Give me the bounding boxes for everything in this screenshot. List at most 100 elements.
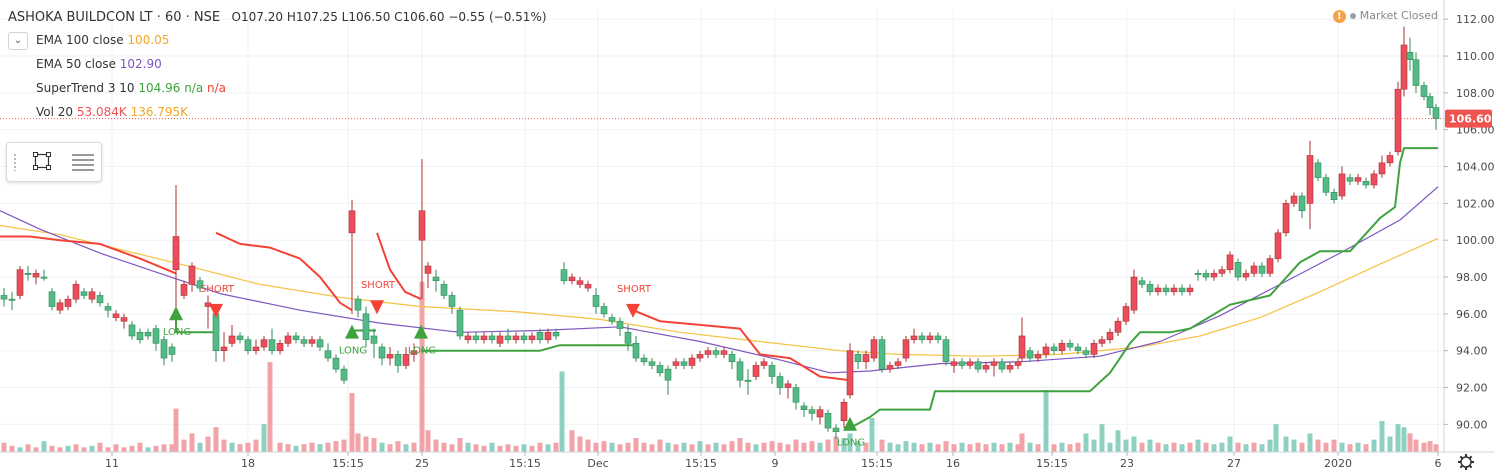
- candle: [560, 262, 568, 285]
- candle: [712, 347, 720, 359]
- collapse-legend-button[interactable]: ⌄: [8, 32, 28, 50]
- candle: [136, 328, 144, 344]
- volume-bar: [293, 445, 299, 452]
- volume-bar: [441, 442, 447, 452]
- legend-ema50[interactable]: EMA 50 close 102.90: [36, 57, 162, 71]
- candle-body: [418, 210, 426, 241]
- volume-bar: [253, 439, 259, 452]
- long-signal-arrow: [345, 324, 359, 339]
- candle-body: [496, 335, 504, 344]
- drag-handle-icon[interactable]: [13, 153, 17, 171]
- object-tree-icon[interactable]: [69, 152, 95, 172]
- ema100-value: 100.05: [127, 33, 170, 47]
- candle: [1412, 52, 1420, 93]
- supertrend-long-line: [421, 344, 633, 352]
- candle-body: [640, 357, 648, 363]
- candle: [672, 358, 680, 370]
- candle: [260, 335, 268, 351]
- candle-body: [1426, 96, 1434, 108]
- volume-bar: [145, 447, 151, 452]
- candle: [926, 332, 934, 344]
- candle-body: [340, 368, 348, 381]
- candle-body: [308, 339, 316, 344]
- volume-bar: [975, 442, 981, 452]
- volume-bar: [729, 441, 735, 452]
- candle-body: [394, 354, 402, 366]
- candle-body: [504, 335, 512, 340]
- candle-body: [1338, 173, 1346, 197]
- supertrend-short-line: [0, 235, 177, 275]
- candle: [300, 335, 308, 348]
- select-rectangle-icon[interactable]: [33, 152, 51, 170]
- candle: [340, 365, 348, 384]
- candle-body: [752, 365, 760, 377]
- x-tick-label: 15:15: [685, 457, 717, 470]
- grid-lines: [0, 10, 1444, 452]
- candle-body: [292, 335, 300, 340]
- candle: [1274, 229, 1282, 263]
- candle: [24, 265, 32, 281]
- volume-bar: [1395, 424, 1401, 452]
- candle-body: [252, 346, 260, 352]
- candle-body: [624, 331, 632, 344]
- candle-body: [1290, 195, 1298, 204]
- candle: [1146, 280, 1154, 296]
- volume-bar: [387, 444, 393, 452]
- candle-body: [862, 354, 870, 363]
- volume-bar: [801, 442, 807, 452]
- volume-bar: [73, 444, 79, 452]
- volume-bar: [705, 444, 711, 452]
- candle: [584, 280, 592, 292]
- volume-bar: [879, 439, 885, 452]
- legend-supertrend[interactable]: SuperTrend 3 10 104.96 n/a n/a: [36, 81, 226, 95]
- volume-bar: [1139, 442, 1145, 452]
- volume-bar: [497, 445, 503, 452]
- volume-bar: [17, 447, 23, 452]
- candle: [236, 332, 244, 344]
- candle-body: [1170, 287, 1178, 293]
- candle-body: [1106, 331, 1114, 340]
- candle-body: [808, 409, 816, 414]
- volume-bar: [817, 442, 823, 452]
- legend-volume[interactable]: Vol 20 53.084K 136.795K: [36, 105, 188, 119]
- candle: [648, 358, 656, 370]
- candle-body: [144, 331, 152, 337]
- ema50-value: 102.90: [119, 57, 162, 71]
- candle-body: [688, 357, 696, 366]
- long-signal-label: LONG: [339, 346, 367, 357]
- candle: [394, 350, 402, 373]
- candle-body: [228, 335, 236, 344]
- candle-body: [712, 350, 720, 355]
- candle-body: [1186, 287, 1194, 293]
- supertrend-short-line: [376, 232, 422, 301]
- volume-bar: [967, 444, 973, 452]
- volume-bar: [855, 441, 861, 452]
- ema100-line: [0, 224, 1439, 357]
- candle-body: [1018, 335, 1026, 359]
- candle: [624, 324, 632, 351]
- volume-bar: [737, 438, 743, 452]
- supertrend-value: 104.96: [138, 81, 181, 95]
- candle: [832, 424, 840, 440]
- symbol-title[interactable]: ASHOKA BUILDCON LT · 60 · NSE: [8, 10, 221, 25]
- volume-bar: [403, 444, 409, 452]
- volume-bar: [89, 445, 95, 452]
- candle: [276, 339, 284, 355]
- volume-bar: [425, 430, 431, 452]
- settings-gear-icon[interactable]: [1458, 454, 1474, 470]
- candle: [370, 328, 378, 359]
- candle-body: [1250, 265, 1258, 274]
- volume-bar: [1259, 444, 1265, 452]
- volume-bar: [1273, 424, 1279, 452]
- market-status[interactable]: ! Market Closed: [1332, 9, 1438, 23]
- candle-body: [370, 335, 378, 344]
- candle: [144, 328, 152, 340]
- volume-bar: [1075, 442, 1081, 452]
- candle-body: [1218, 269, 1226, 274]
- legend-ema100[interactable]: EMA 100 close 100.05: [36, 33, 169, 47]
- ohlc-high: H107.25: [286, 10, 338, 24]
- candle: [704, 347, 712, 359]
- volume-bar: [1027, 442, 1033, 452]
- candle: [886, 361, 894, 373]
